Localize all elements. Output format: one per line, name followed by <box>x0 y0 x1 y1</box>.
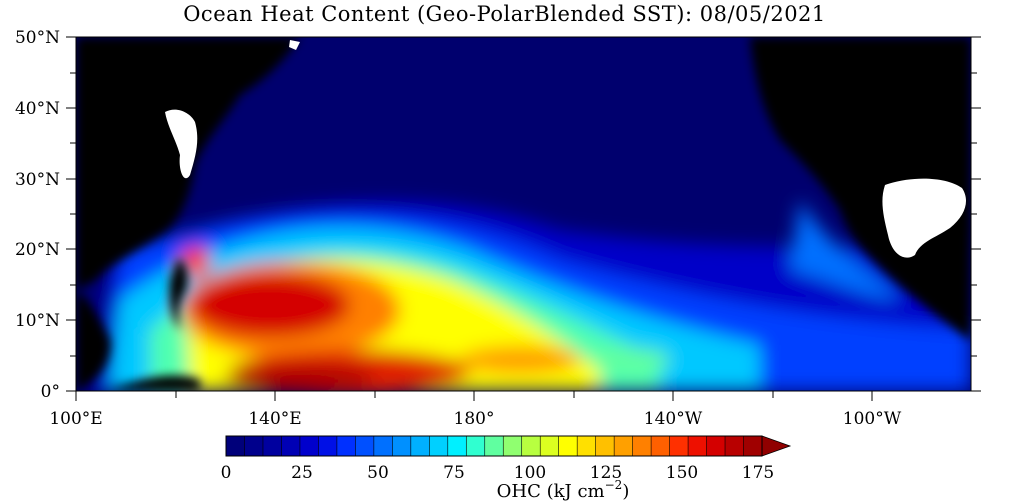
colorbar-swatch <box>743 436 763 456</box>
lon-label: 100°W <box>843 409 902 429</box>
lat-label: 50°N <box>15 28 60 48</box>
colorbar-swatch <box>484 436 504 456</box>
colorbar-swatch <box>318 436 338 456</box>
colorbar-swatch <box>262 436 282 456</box>
map-title: Ocean Heat Content (Geo-PolarBlended SST… <box>183 2 826 26</box>
lon-label: 140°W <box>644 409 703 429</box>
colorbar <box>225 435 792 457</box>
colorbar-swatch <box>521 436 541 456</box>
colorbar-tick-label: 100 <box>514 463 546 483</box>
lon-ticks <box>75 391 873 401</box>
colorbar-tick-label: 75 <box>443 463 465 483</box>
colorbar-swatch <box>540 436 560 456</box>
colorbar-swatch <box>632 436 652 456</box>
lat-label: 10°N <box>15 311 60 331</box>
colorbar-swatch <box>669 436 689 456</box>
colorbar-label: OHC (kJ cm−2) <box>497 478 630 502</box>
lat-label: 40°N <box>15 99 60 119</box>
colorbar-swatch <box>281 436 301 456</box>
colorbar-tick-label: 175 <box>742 463 774 483</box>
colorbar-swatch <box>410 436 430 456</box>
missing-data-regions <box>165 40 966 258</box>
colorbar-tick-label: 50 <box>367 463 389 483</box>
colorbar-swatch <box>299 436 319 456</box>
colorbar-swatch <box>706 436 726 456</box>
colorbar-ticks: 0 25 50 75 100 125 150 175 <box>221 463 775 483</box>
lat-label: 0° <box>41 382 60 402</box>
colorbar-label-main: OHC (kJ cm <box>497 481 605 502</box>
colorbar-swatch <box>429 436 449 456</box>
colorbar-arrow <box>761 435 792 457</box>
lat-label: 30°N <box>15 170 60 190</box>
colorbar-swatch <box>651 436 671 456</box>
colorbar-label-exponent: −2 <box>605 478 623 492</box>
colorbar-label-close: ) <box>622 481 629 502</box>
colorbar-swatch <box>614 436 634 456</box>
colorbar-swatch <box>392 436 412 456</box>
colorbar-tick-label: 125 <box>590 463 622 483</box>
colorbar-swatch <box>725 436 745 456</box>
lon-label: 100°E <box>49 409 102 429</box>
colorbar-swatch <box>355 436 375 456</box>
colorbar-tick-label: 25 <box>291 463 313 483</box>
colorbar-tick-label: 150 <box>666 463 698 483</box>
lat-label: 20°N <box>15 240 60 260</box>
colorbar-frame <box>225 435 763 457</box>
colorbar-swatch <box>688 436 708 456</box>
colorbar-swatch <box>595 436 615 456</box>
lon-label: 140°E <box>248 409 301 429</box>
colorbar-tick-label: 0 <box>221 463 232 483</box>
colorbar-swatch <box>336 436 356 456</box>
lat-ticks <box>66 36 981 392</box>
lon-label: 180° <box>454 409 495 429</box>
colorbar-swatch <box>226 436 245 456</box>
colorbar-swatch <box>466 436 486 456</box>
colorbar-swatch <box>558 436 578 456</box>
colorbar-swatch <box>447 436 467 456</box>
colorbar-swatch <box>244 436 264 456</box>
colorbar-swatch <box>503 436 523 456</box>
colorbar-swatch <box>577 436 597 456</box>
colorbar-swatch <box>373 436 393 456</box>
